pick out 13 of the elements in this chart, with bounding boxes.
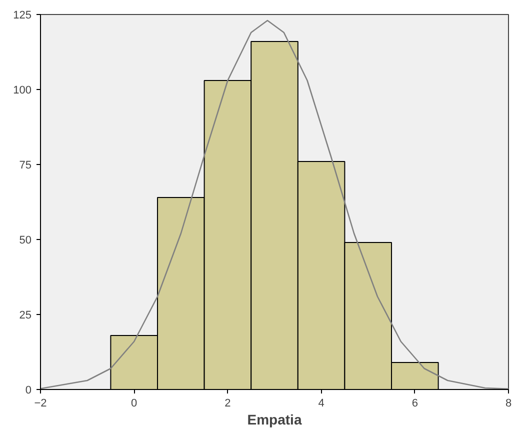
x-tick-label: 0: [131, 398, 138, 410]
y-tick-label: 100: [13, 84, 32, 96]
y-tick-label: 0: [25, 384, 32, 396]
x-tick-label: 8: [505, 398, 512, 410]
x-axis-title: Empatia: [247, 412, 302, 428]
y-tick-label: 75: [19, 160, 32, 172]
x-tick-label: 2: [224, 398, 231, 410]
x-tick-label: 4: [318, 398, 324, 410]
y-tick-label: 125: [13, 10, 32, 22]
x-tick-label: −2: [34, 398, 47, 410]
y-tick-label: 50: [19, 234, 32, 246]
y-tick-label: 25: [19, 310, 32, 322]
x-tick-label: 6: [412, 398, 418, 410]
